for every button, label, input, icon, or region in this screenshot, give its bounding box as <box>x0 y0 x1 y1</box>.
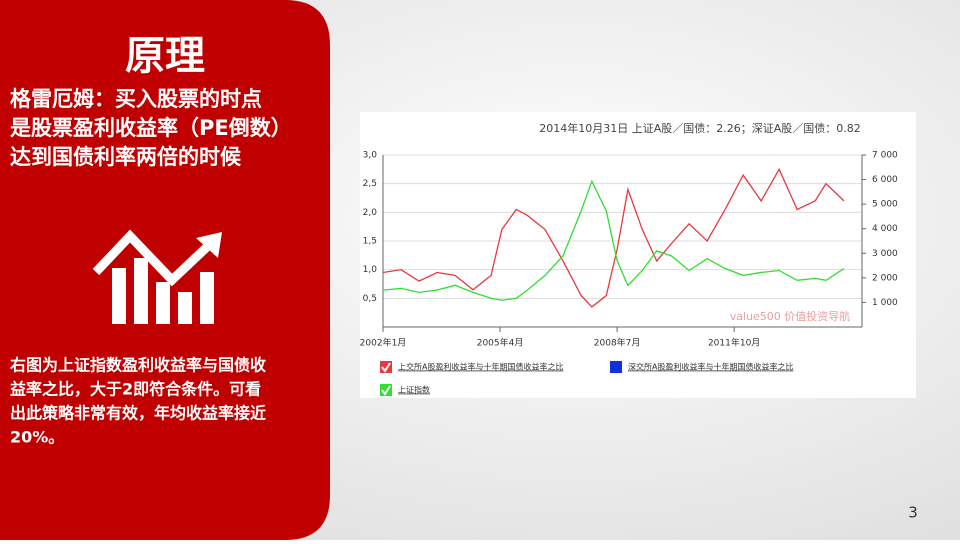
y-tick-label: 3,0 <box>363 151 378 161</box>
y2-tick-label: 1 000 <box>872 298 898 308</box>
principle-line: 格雷厄姆：买入股票的时点 <box>10 87 262 111</box>
watermark: value500 价值投资导航 <box>730 309 851 323</box>
y-tick-label: 2,0 <box>363 208 378 218</box>
x-tick-label: 2002年1月 <box>360 337 407 349</box>
chart-icon <box>92 229 222 324</box>
x-tick-label: 2008年7月 <box>594 337 641 349</box>
description-line: 右图为上证指数盈利收益率与国债收 <box>10 356 266 375</box>
y-tick-label: 1,0 <box>363 265 378 275</box>
series-line <box>382 167 845 308</box>
series-line <box>382 179 845 301</box>
y2-tick-label: 7 000 <box>872 151 898 161</box>
chart: 0,5 1,0 1,5 2,0 2,5 3,0 1 000 2 000 3 000 4 000 5 … <box>360 151 898 396</box>
y2-tick-label: 5 000 <box>872 200 898 210</box>
y2-tick-label: 6 000 <box>872 175 898 185</box>
y2-tick-label: 3 000 <box>872 249 898 259</box>
y-tick-label: 2,5 <box>363 179 377 189</box>
y-tick-label: 1,5 <box>363 237 377 247</box>
legend-checkbox[interactable] <box>610 361 622 373</box>
principle-line: 达到国债利率两倍的时候 <box>10 145 242 169</box>
y2-tick-label: 4 000 <box>872 224 898 234</box>
description-line: 20%。 <box>10 428 64 447</box>
description-line: 益率之比，大于2即符合条件。可看 <box>10 380 261 399</box>
legend-check <box>381 385 391 396</box>
x-tick-label: 2005年4月 <box>477 337 524 349</box>
legend-check <box>381 362 391 373</box>
page-number: 3 <box>908 504 918 522</box>
chart-title: 2014年10月31日 上证A股／国债：2.26；深证A股／国债：0.82 <box>539 121 861 135</box>
principle-line: 是股票盈利收益率（PE倒数） <box>10 116 292 140</box>
y-tick-label: 0,5 <box>363 294 377 304</box>
legend-label: 深交所A股盈利收益率与十年期国债收益率之比 <box>628 362 793 372</box>
x-tick-label: 2011年10月 <box>708 337 760 349</box>
legend-label: 上交所A股盈利收益率与十年期国债收益率之比 <box>398 362 563 372</box>
y2-tick-label: 2 000 <box>872 273 898 283</box>
legend-label: 上证指数 <box>398 385 430 395</box>
description-text: 右图为上证指数盈利收益率与国债收益率之比，大于2即符合条件。可看出此策略非常有效… <box>10 356 266 447</box>
heading: 原理 <box>125 33 205 79</box>
description-line: 出此策略非常有效，年均收益率接近 <box>10 404 266 423</box>
chart-image <box>360 112 916 398</box>
